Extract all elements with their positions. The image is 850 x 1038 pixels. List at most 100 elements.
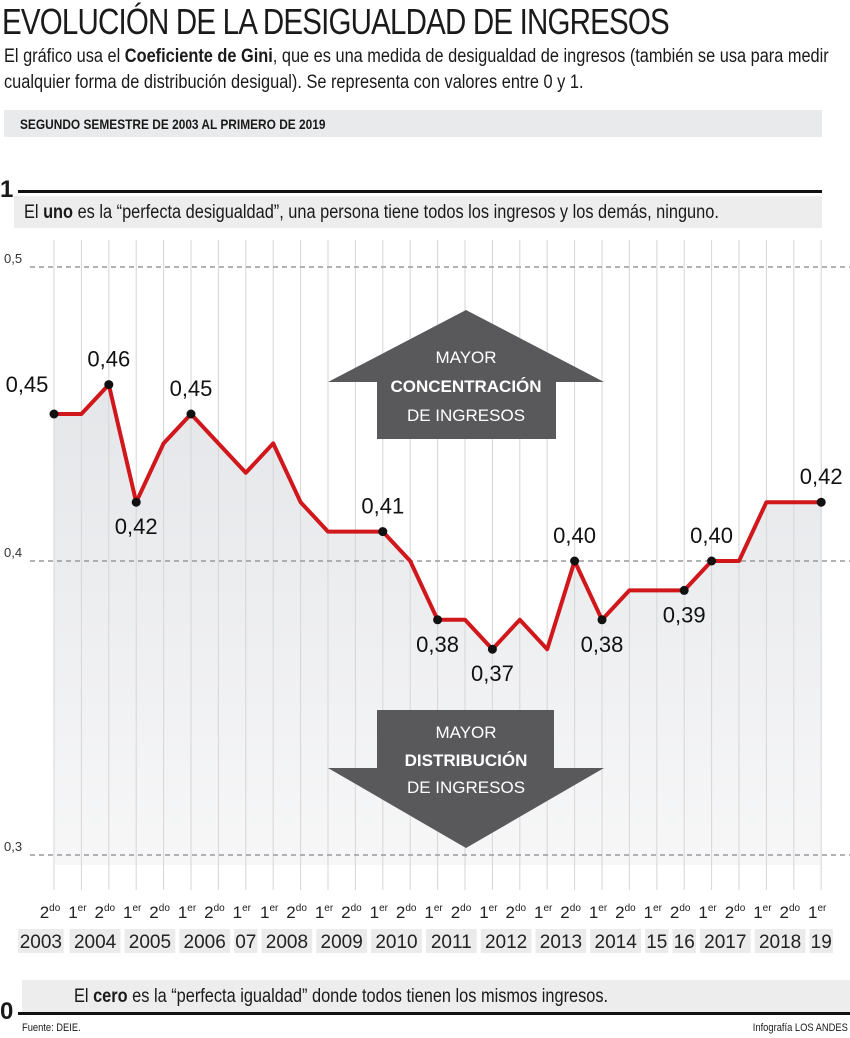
semester-label: 1er [260, 903, 279, 922]
semester-label: 2do [560, 903, 581, 922]
data-label: 0,38 [581, 632, 624, 657]
scale-one-text: El uno es la “perfecta desigualdad”, una… [24, 202, 719, 224]
semester-label: 2do [725, 903, 746, 922]
y-tick-label: 0,5 [4, 251, 22, 266]
semester-label: 1er [178, 903, 197, 922]
semester-label: 2do [396, 903, 417, 922]
intro-text: El gráfico usa el Coeficiente de Gini, q… [4, 44, 847, 96]
data-point-marker [433, 615, 443, 625]
chart-title: EVOLUCIÓN DE LA DESIGUALDAD DE INGRESOS [2, 1, 670, 42]
scale-zero-line [18, 1012, 850, 1015]
semester-label: 2do [615, 903, 636, 922]
arrow-down-label: DE INGRESOS [407, 778, 525, 797]
scale-one-note: El uno es la “perfecta desigualdad”, una… [14, 196, 822, 228]
year-box [261, 929, 313, 953]
arrow-up-label: DE INGRESOS [407, 406, 525, 425]
semester-label: 1er [424, 903, 443, 922]
data-label: 0,46 [87, 347, 130, 372]
intro-pre: El gráfico usa el [4, 46, 125, 67]
data-label: 0,45 [6, 372, 49, 397]
semester-label: 1er [315, 903, 334, 922]
data-point-marker [816, 497, 826, 507]
scale-zero-note: El cero es la “perfecta igualdad” donde … [22, 980, 850, 1012]
semester-label: 2do [95, 903, 116, 922]
semester-label: 1er [534, 903, 553, 922]
data-label: 0,38 [416, 632, 459, 657]
arrow-up-icon [328, 310, 604, 439]
semester-label: 1er [233, 903, 252, 922]
year-label: 2009 [321, 932, 363, 953]
data-label: 0,42 [115, 514, 158, 539]
year-label: 2011 [431, 932, 472, 953]
year-label: 2006 [184, 932, 226, 953]
semester-label: 2do [204, 903, 225, 922]
note-pre: El [74, 986, 94, 1007]
year-box [699, 929, 751, 953]
data-label: 0,40 [690, 523, 733, 548]
year-box [425, 929, 477, 953]
year-label: 2005 [129, 932, 171, 953]
year-box [672, 929, 696, 953]
semester-label: 1er [370, 903, 389, 922]
year-label: 19 [811, 932, 832, 953]
note-post: es la “perfecta desigualdad”, una person… [73, 202, 719, 223]
year-label: 2008 [266, 932, 308, 953]
note-post: es la “perfecta igualdad” donde todos ti… [127, 986, 609, 1007]
year-box [480, 929, 532, 953]
credit-note: Infografía LOS ANDES [752, 1022, 848, 1034]
data-point-marker [707, 556, 717, 566]
scale-one-number: 1 [0, 176, 14, 203]
year-label: 2018 [759, 932, 801, 953]
semester-label: 2do [451, 903, 472, 922]
semester-label: 1er [644, 903, 663, 922]
year-label: 15 [646, 932, 667, 953]
semester-label: 1er [68, 903, 87, 922]
semester-label: 1er [698, 903, 717, 922]
semester-label: 1er [123, 903, 142, 922]
data-label: 0,39 [663, 602, 706, 627]
year-box [645, 929, 669, 953]
year-box [316, 929, 368, 953]
year-box [754, 929, 806, 953]
data-label: 0,37 [471, 661, 514, 686]
data-point-marker [104, 380, 114, 390]
year-box [69, 929, 121, 953]
data-label: 0,41 [361, 494, 404, 519]
year-label: 2012 [485, 932, 527, 953]
data-point-marker [597, 615, 607, 625]
data-point-marker [679, 585, 689, 595]
year-box [18, 929, 64, 953]
intro-post: , que es una medida de desigualdad de in… [4, 46, 829, 93]
year-box [590, 929, 642, 953]
year-box [124, 929, 176, 953]
data-point-marker [186, 409, 196, 419]
data-point-marker [49, 409, 59, 419]
year-box [809, 929, 833, 953]
scale-zero-text: El cero es la “perfecta igualdad” donde … [74, 986, 608, 1008]
arrow-down-label: DISTRIBUCIÓN [405, 751, 528, 770]
semester-label: 1er [753, 903, 772, 922]
arrow-up-label: MAYOR [435, 348, 496, 367]
semester-label: 1er [479, 903, 498, 922]
data-point-marker [487, 644, 497, 654]
semester-label: 2do [149, 903, 170, 922]
data-label: 0,42 [800, 464, 843, 489]
year-box [371, 929, 422, 953]
year-label: 2004 [74, 932, 117, 953]
semester-label: 1er [589, 903, 608, 922]
subtitle-bar: SEGUNDO SEMESTRE DE 2003 AL PRIMERO DE 2… [4, 110, 822, 137]
year-label: 16 [674, 932, 695, 953]
semester-label: 2do [506, 903, 527, 922]
year-label: 2003 [20, 932, 62, 953]
note-bold: cero [93, 986, 128, 1007]
arrow-up-label: CONCENTRACIÓN [390, 377, 541, 396]
scale-zero-number: 0 [0, 998, 14, 1025]
scale-one-line [18, 190, 822, 193]
semester-label: 1er [808, 903, 827, 922]
data-point-marker [131, 497, 141, 507]
year-box [535, 929, 587, 953]
source-note: Fuente: DEIE. [22, 1022, 81, 1034]
semester-label: 2do [780, 903, 801, 922]
year-label: 2010 [375, 932, 417, 953]
